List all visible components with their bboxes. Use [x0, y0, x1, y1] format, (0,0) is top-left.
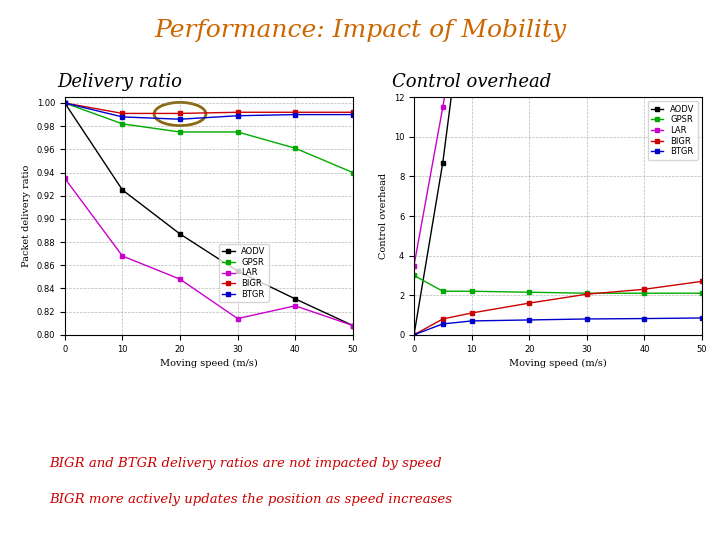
AODV: [348, 322, 357, 329]
Line: GPSR: GPSR: [412, 273, 704, 295]
BTGR: [291, 111, 300, 118]
Line: BTGR: BTGR: [63, 101, 355, 122]
BTGR: [525, 316, 534, 323]
Text: Performance: Impact of Mobility: Performance: Impact of Mobility: [154, 19, 566, 42]
BIGR: [233, 109, 242, 116]
AODV: [410, 332, 418, 338]
Legend: AODV, GPSR, LAR, BIGR, BTGR: AODV, GPSR, LAR, BIGR, BTGR: [647, 102, 698, 160]
LAR: [118, 253, 127, 259]
GPSR: [233, 129, 242, 135]
GPSR: [60, 100, 69, 106]
Line: BIGR: BIGR: [63, 101, 355, 116]
BIGR: [525, 300, 534, 306]
BIGR: [118, 110, 127, 117]
Text: BIGR and BTGR delivery ratios are not impacted by speed: BIGR and BTGR delivery ratios are not im…: [49, 457, 441, 470]
LAR: [291, 302, 300, 309]
X-axis label: Moving speed (m/s): Moving speed (m/s): [509, 359, 607, 368]
LAR: [60, 175, 69, 181]
Legend: AODV, GPSR, LAR, BIGR, BTGR: AODV, GPSR, LAR, BIGR, BTGR: [219, 244, 269, 302]
BTGR: [582, 316, 591, 322]
GPSR: [176, 129, 184, 135]
BTGR: [176, 116, 184, 123]
AODV: [291, 295, 300, 302]
GPSR: [348, 170, 357, 176]
BIGR: [410, 332, 418, 338]
LAR: [233, 315, 242, 322]
Line: AODV: AODV: [63, 101, 355, 328]
BTGR: [410, 332, 418, 338]
Line: AODV: AODV: [412, 0, 704, 337]
Line: LAR: LAR: [412, 0, 704, 268]
Text: BIGR more actively updates the position as speed increases: BIGR more actively updates the position …: [49, 493, 452, 506]
Text: Control overhead: Control overhead: [392, 73, 552, 91]
BIGR: [60, 100, 69, 106]
LAR: [348, 322, 357, 329]
AODV: [176, 231, 184, 237]
GPSR: [640, 290, 649, 296]
BTGR: [640, 315, 649, 322]
GPSR: [525, 289, 534, 295]
Line: BTGR: BTGR: [412, 316, 704, 337]
BIGR: [348, 109, 357, 116]
BIGR: [291, 109, 300, 116]
BIGR: [467, 310, 476, 316]
BIGR: [176, 110, 184, 117]
GPSR: [438, 288, 447, 294]
AODV: [60, 100, 69, 106]
Y-axis label: Control overhead: Control overhead: [379, 173, 388, 259]
Text: Delivery ratio: Delivery ratio: [58, 73, 183, 91]
Y-axis label: Packet delivery ratio: Packet delivery ratio: [22, 165, 31, 267]
GPSR: [698, 290, 706, 296]
GPSR: [582, 290, 591, 296]
Line: GPSR: GPSR: [63, 101, 355, 174]
BIGR: [582, 291, 591, 298]
BTGR: [233, 112, 242, 119]
BTGR: [467, 318, 476, 324]
X-axis label: Moving speed (m/s): Moving speed (m/s): [160, 359, 258, 368]
LAR: [176, 276, 184, 282]
LAR: [438, 104, 447, 110]
GPSR: [291, 145, 300, 151]
LAR: [410, 262, 418, 269]
AODV: [118, 187, 127, 193]
BIGR: [438, 316, 447, 322]
BTGR: [698, 315, 706, 321]
BTGR: [118, 113, 127, 120]
GPSR: [118, 120, 127, 127]
AODV: [233, 268, 242, 274]
Line: BIGR: BIGR: [412, 279, 704, 337]
Line: LAR: LAR: [63, 176, 355, 328]
BTGR: [348, 111, 357, 118]
BIGR: [698, 278, 706, 285]
AODV: [438, 159, 447, 166]
BIGR: [640, 286, 649, 293]
BTGR: [60, 100, 69, 106]
GPSR: [467, 288, 476, 294]
BTGR: [438, 321, 447, 327]
GPSR: [410, 272, 418, 279]
